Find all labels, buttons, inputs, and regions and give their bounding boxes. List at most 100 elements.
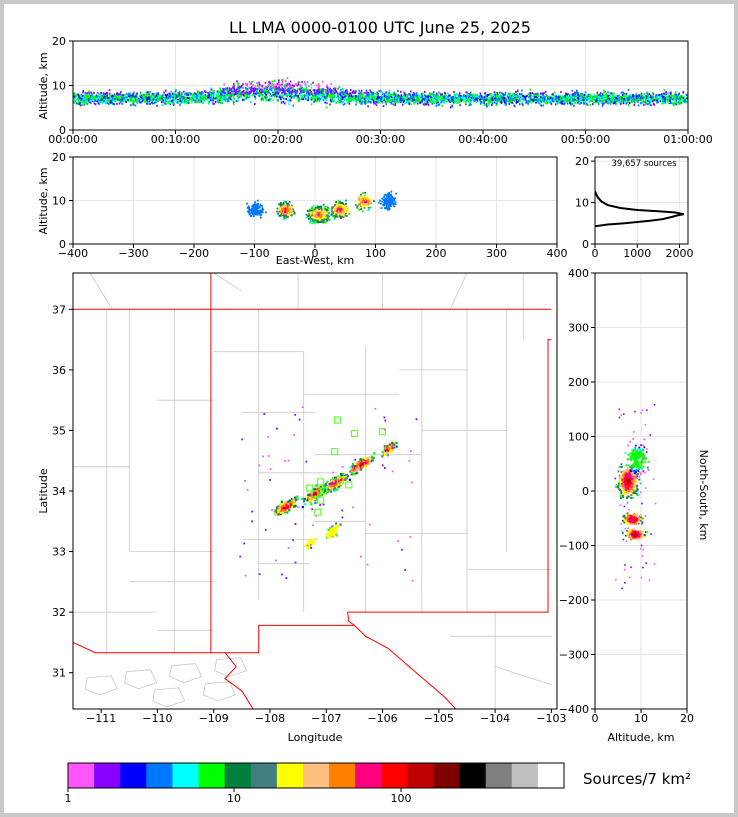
source-point	[209, 94, 212, 97]
source-point	[168, 101, 170, 104]
source-point	[249, 212, 252, 215]
source-point	[569, 97, 571, 100]
source-point	[360, 96, 362, 99]
source-point	[575, 91, 578, 94]
source-point	[514, 98, 516, 101]
source-point	[524, 99, 527, 102]
source-point	[378, 96, 381, 99]
source-point	[412, 94, 414, 97]
source-point	[186, 102, 188, 105]
source-point	[241, 91, 244, 94]
source-point	[164, 101, 167, 104]
source-point	[504, 101, 506, 104]
source-point	[201, 101, 204, 104]
source-point	[194, 100, 196, 103]
source-point	[258, 88, 260, 91]
source-point	[113, 99, 115, 102]
source-point	[581, 94, 584, 97]
source-point	[236, 87, 238, 90]
source-point	[545, 100, 547, 103]
source-point	[434, 94, 437, 97]
source-point	[625, 96, 627, 99]
source-point	[401, 100, 403, 103]
source-point	[503, 99, 506, 102]
source-point	[77, 98, 79, 101]
source-point	[125, 101, 127, 103]
source-point	[86, 102, 89, 105]
source-point	[173, 93, 175, 96]
source-point	[542, 104, 544, 107]
source-point	[497, 100, 500, 102]
source-point	[107, 97, 109, 99]
source-point	[165, 95, 168, 98]
source-point	[539, 98, 541, 101]
source-point	[576, 89, 578, 92]
source-point	[684, 98, 686, 101]
source-point	[254, 97, 257, 100]
source-point	[598, 97, 601, 100]
source-point	[168, 95, 171, 98]
source-point	[154, 101, 157, 104]
source-point	[502, 100, 504, 103]
source-point	[261, 86, 263, 89]
source-point	[555, 95, 557, 98]
source-point	[309, 221, 311, 224]
source-point	[560, 91, 562, 94]
source-point	[437, 99, 439, 102]
source-point	[530, 101, 533, 104]
source-point	[338, 86, 341, 88]
source-point	[599, 99, 601, 102]
source-point	[452, 96, 455, 98]
source-point	[179, 99, 182, 102]
source-point	[163, 93, 165, 96]
source-point	[293, 89, 296, 91]
source-point	[90, 93, 93, 96]
source-point	[604, 90, 607, 93]
source-point	[622, 102, 625, 105]
source-point	[579, 93, 582, 96]
source-point	[365, 95, 368, 98]
source-point	[141, 97, 144, 100]
source-point	[473, 93, 475, 96]
source-point	[273, 79, 276, 82]
source-point	[233, 103, 235, 106]
source-point	[560, 103, 563, 106]
source-point	[110, 97, 113, 100]
source-point	[324, 101, 327, 104]
source-point	[234, 90, 236, 93]
source-point	[197, 96, 200, 99]
source-point	[247, 206, 250, 209]
source-point	[254, 84, 257, 87]
source-point	[94, 96, 97, 99]
source-point	[315, 89, 318, 92]
source-point	[335, 101, 337, 104]
source-point	[193, 98, 196, 101]
source-point	[495, 100, 497, 103]
source-point	[597, 93, 599, 96]
source-point	[512, 98, 514, 101]
source-point	[566, 95, 568, 97]
source-point	[217, 96, 220, 99]
source-point	[165, 99, 167, 101]
source-point	[313, 100, 315, 103]
source-point	[437, 104, 440, 107]
source-point	[583, 93, 586, 96]
source-point	[410, 97, 412, 100]
source-point	[612, 95, 614, 98]
source-point	[322, 88, 324, 91]
source-point	[312, 95, 314, 98]
source-point	[683, 96, 685, 99]
source-point	[338, 97, 340, 100]
source-point	[155, 92, 158, 95]
source-point	[459, 98, 462, 101]
source-point	[266, 95, 268, 98]
source-point	[662, 99, 664, 102]
source-point	[281, 213, 284, 215]
source-point	[328, 219, 331, 221]
source-point	[633, 101, 636, 104]
source-point	[558, 96, 561, 99]
source-point	[214, 97, 217, 100]
source-point	[635, 97, 637, 100]
source-point	[412, 99, 414, 102]
source-point	[509, 93, 511, 96]
